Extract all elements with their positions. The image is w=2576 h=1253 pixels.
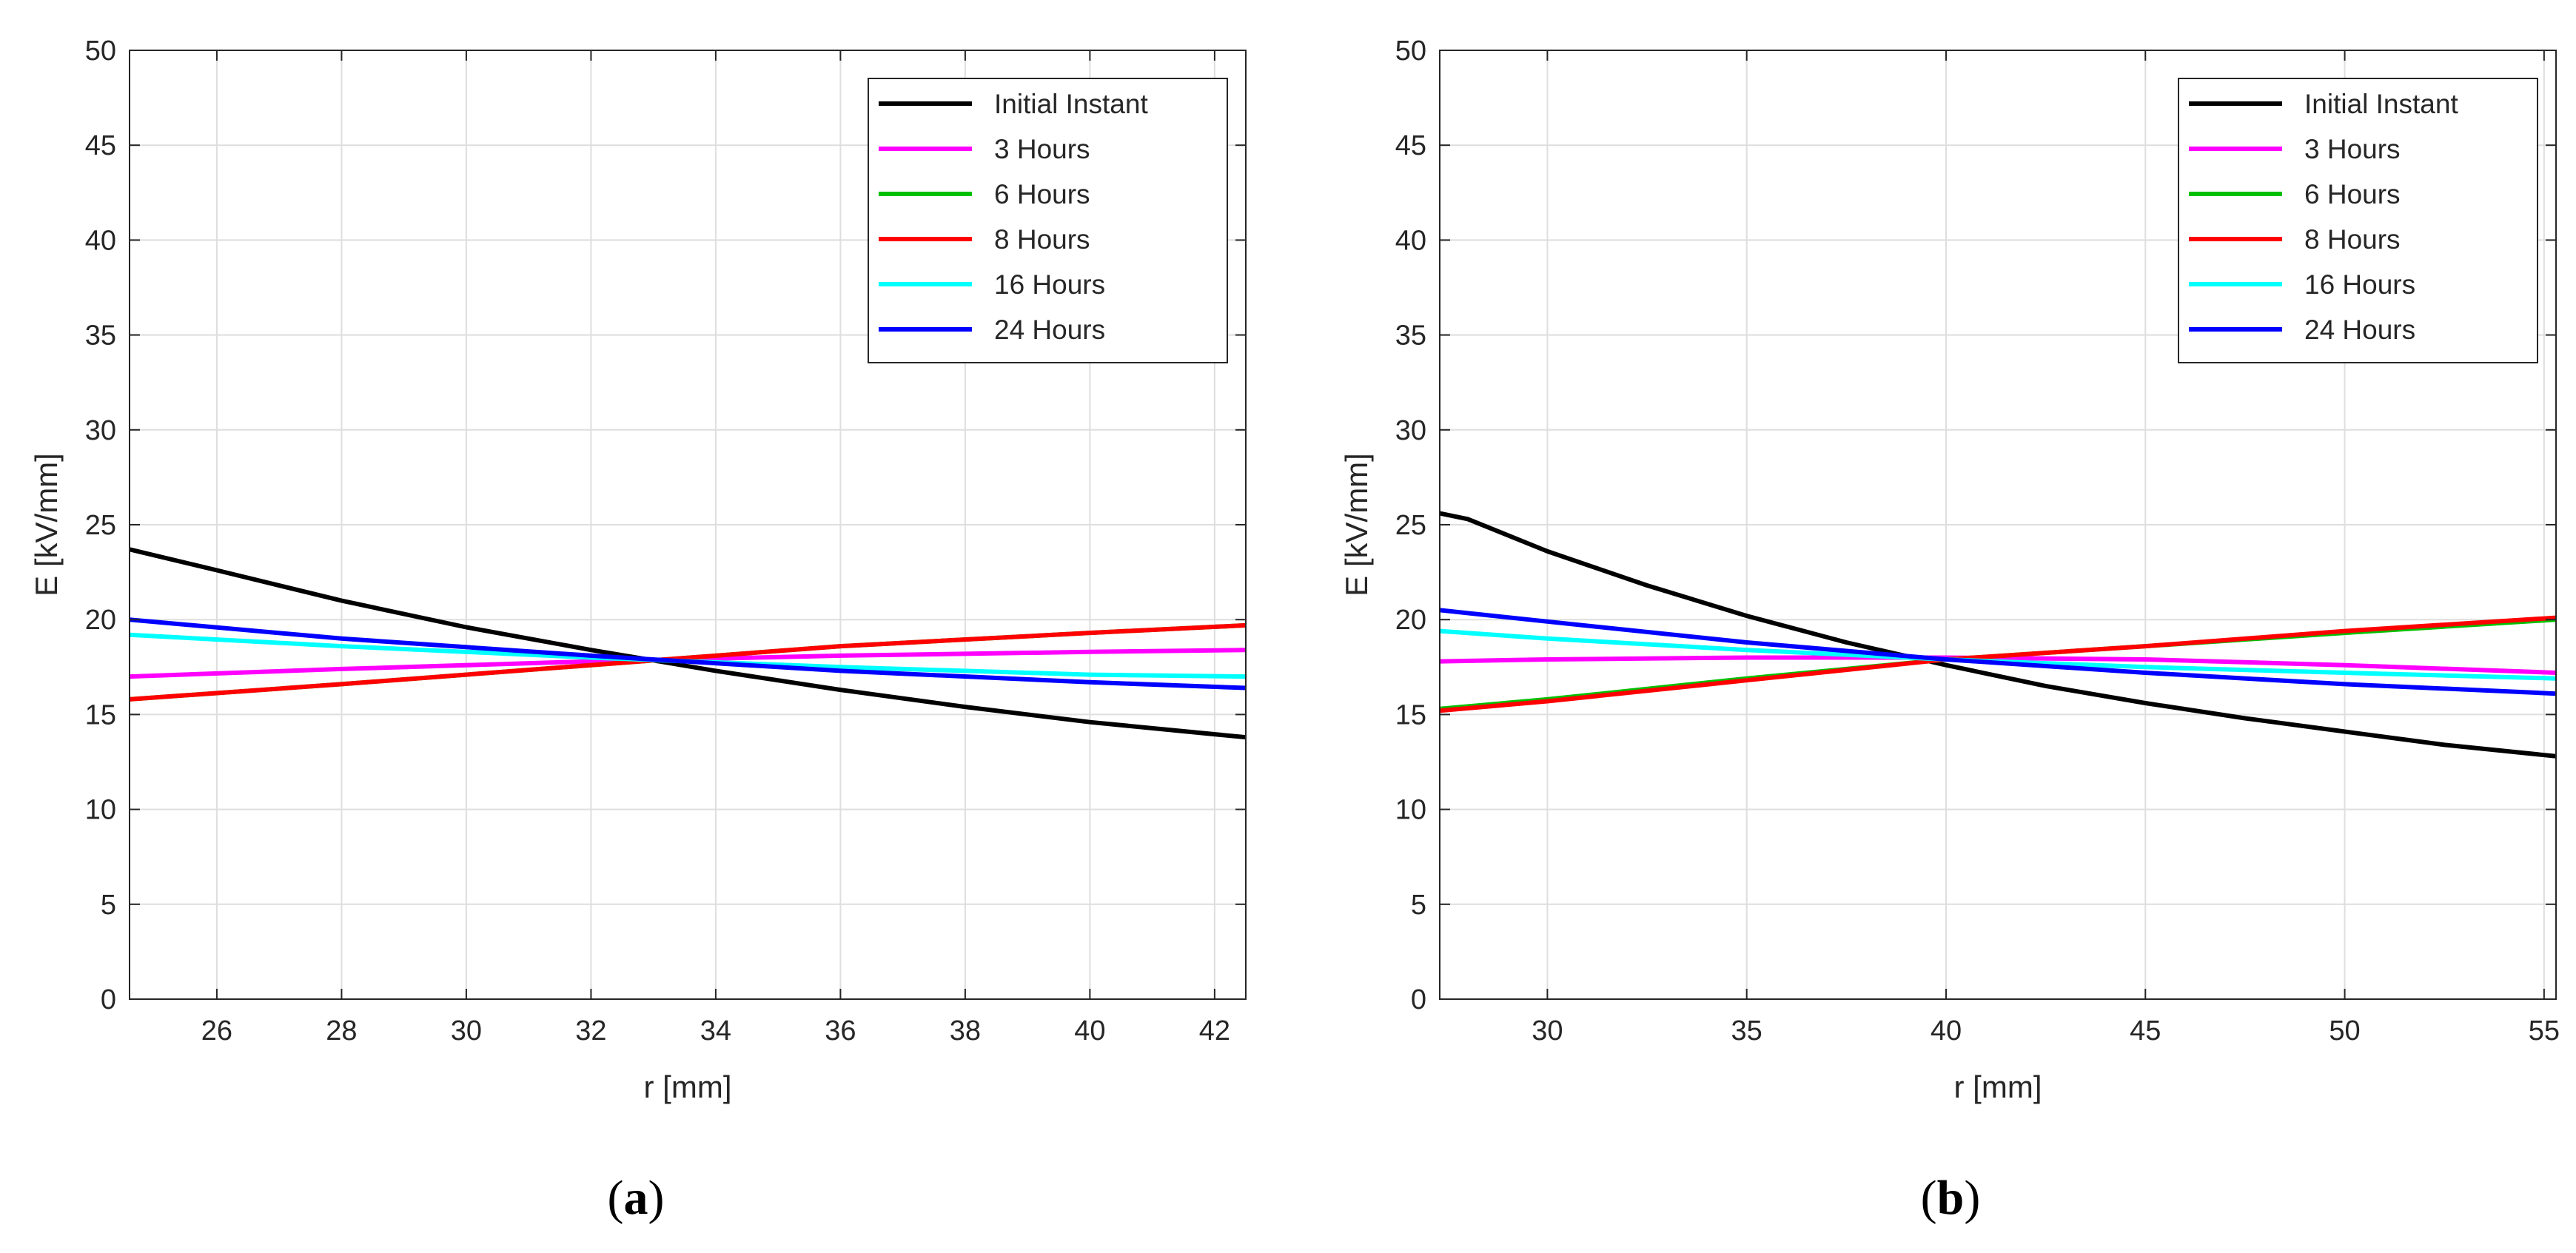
y-tick-label: 25 xyxy=(85,510,116,541)
y-tick-label: 15 xyxy=(1395,699,1426,730)
series-line-24-hours xyxy=(130,617,1246,691)
y-tick-label: 40 xyxy=(85,225,116,256)
y-tick-label: 30 xyxy=(1395,415,1426,446)
x-tick-label: 55 xyxy=(2529,1015,2560,1047)
y-tick-label: 0 xyxy=(1411,984,1426,1015)
legend-label: 24 Hours xyxy=(994,315,1105,345)
legend-label: Initial Instant xyxy=(2304,89,2458,119)
legend-label: 3 Hours xyxy=(994,134,1090,164)
x-tick-label: 30 xyxy=(451,1015,482,1047)
legend-label: 8 Hours xyxy=(994,224,1090,255)
chart-panel-b: 30 35 40 45 50 55 0 5 10 15 20 25 30 35 40 45 50 r [mm] E … xyxy=(1339,36,2560,1225)
legend-item-16-hours: 16 Hours xyxy=(2189,269,2415,300)
legend-item-6-hours: 6 Hours xyxy=(2189,179,2401,209)
x-axis-label: r [mm] xyxy=(644,1069,732,1104)
x-tick-label: 30 xyxy=(1532,1015,1563,1047)
legend-item-8-hours: 8 Hours xyxy=(2189,224,2401,255)
legend-item-24-hours: 24 Hours xyxy=(879,315,1105,345)
caption-close-paren: ) xyxy=(1964,1171,1980,1225)
legend-box xyxy=(868,78,1228,363)
legend-label: 6 Hours xyxy=(2304,179,2401,209)
y-tick-label: 15 xyxy=(85,699,116,730)
legend-label: 24 Hours xyxy=(2304,315,2415,345)
legend-box xyxy=(2178,78,2538,363)
series-line-initial-instant xyxy=(1440,511,2556,759)
caption-open-paren: ( xyxy=(608,1171,624,1225)
y-tick-label: 20 xyxy=(1395,605,1426,636)
y-axis-label: E [kV/mm] xyxy=(29,453,64,597)
y-tick-label: 10 xyxy=(1395,795,1426,826)
x-tick-label: 28 xyxy=(326,1015,357,1047)
y-tick-label: 35 xyxy=(85,320,116,352)
x-tick-label: 38 xyxy=(950,1015,981,1047)
legend-item-initial-instant: Initial Instant xyxy=(2189,89,2458,119)
legend-item-8-hours: 8 Hours xyxy=(879,224,1090,255)
y-tick-label: 10 xyxy=(85,795,116,826)
series-group xyxy=(1440,511,2556,759)
panel-caption: (b) xyxy=(1921,1171,1981,1225)
y-tick-label: 20 xyxy=(85,605,116,636)
y-tick-label: 45 xyxy=(85,130,116,161)
legend-label: 8 Hours xyxy=(2304,224,2401,255)
x-tick-label: 50 xyxy=(2329,1015,2360,1047)
y-tick-label: 40 xyxy=(1395,225,1426,256)
y-tick-label: 0 xyxy=(101,984,116,1015)
series-line-3-hours xyxy=(130,648,1246,679)
series-line-8-hours xyxy=(130,622,1246,702)
legend-item-initial-instant: Initial Instant xyxy=(879,89,1148,119)
y-tick-label: 35 xyxy=(1395,320,1426,352)
x-tick-label: 32 xyxy=(575,1015,606,1047)
x-tick-label: 40 xyxy=(1074,1015,1105,1047)
y-tick-label: 5 xyxy=(1411,890,1426,921)
legend-label: 3 Hours xyxy=(2304,134,2401,164)
caption-letter: b xyxy=(1937,1171,1965,1225)
x-tick-label: 36 xyxy=(825,1015,856,1047)
chart-panel-a: 26 28 30 32 34 36 38 40 42 0 5 10 15 20 25 30 35 40 45 50 r … xyxy=(29,36,1247,1225)
x-tick-label: 26 xyxy=(201,1015,232,1047)
legend: Initial Instant 3 Hours 6 Hours 8 Hours 16 H… xyxy=(868,78,1228,363)
series-group xyxy=(130,547,1246,740)
y-axis-label: E [kV/mm] xyxy=(1339,453,1374,597)
x-tick-label: 34 xyxy=(700,1015,731,1047)
y-tick-label: 45 xyxy=(1395,130,1426,161)
y-tick-label: 50 xyxy=(85,36,116,67)
legend-item-24-hours: 24 Hours xyxy=(2189,315,2415,345)
legend-label: 16 Hours xyxy=(994,269,1105,300)
caption-letter: a xyxy=(624,1171,648,1225)
y-tick-label: 30 xyxy=(85,415,116,446)
caption-open-paren: ( xyxy=(1921,1171,1937,1225)
x-tick-label: 42 xyxy=(1199,1015,1230,1047)
legend-item-16-hours: 16 Hours xyxy=(879,269,1105,300)
legend-label: 16 Hours xyxy=(2304,269,2415,300)
series-line-24-hours xyxy=(1440,608,2556,696)
y-tick-label: 25 xyxy=(1395,510,1426,541)
x-axis-label: r [mm] xyxy=(1954,1069,2042,1104)
y-tick-label: 5 xyxy=(101,890,116,921)
panel-caption: (a) xyxy=(608,1171,665,1225)
caption-close-paren: ) xyxy=(648,1171,665,1225)
legend-label: 6 Hours xyxy=(994,179,1090,209)
x-tick-label: 45 xyxy=(2130,1015,2161,1047)
x-tick-label: 35 xyxy=(1731,1015,1762,1047)
legend-item-6-hours: 6 Hours xyxy=(879,179,1090,209)
legend: Initial Instant 3 Hours 6 Hours 8 Hours 16 H… xyxy=(2178,78,2538,363)
y-tick-label: 50 xyxy=(1395,36,1426,67)
legend-label: Initial Instant xyxy=(994,89,1148,119)
legend-item-3-hours: 3 Hours xyxy=(879,134,1090,164)
legend-item-3-hours: 3 Hours xyxy=(2189,134,2401,164)
x-tick-label: 40 xyxy=(1931,1015,1962,1047)
